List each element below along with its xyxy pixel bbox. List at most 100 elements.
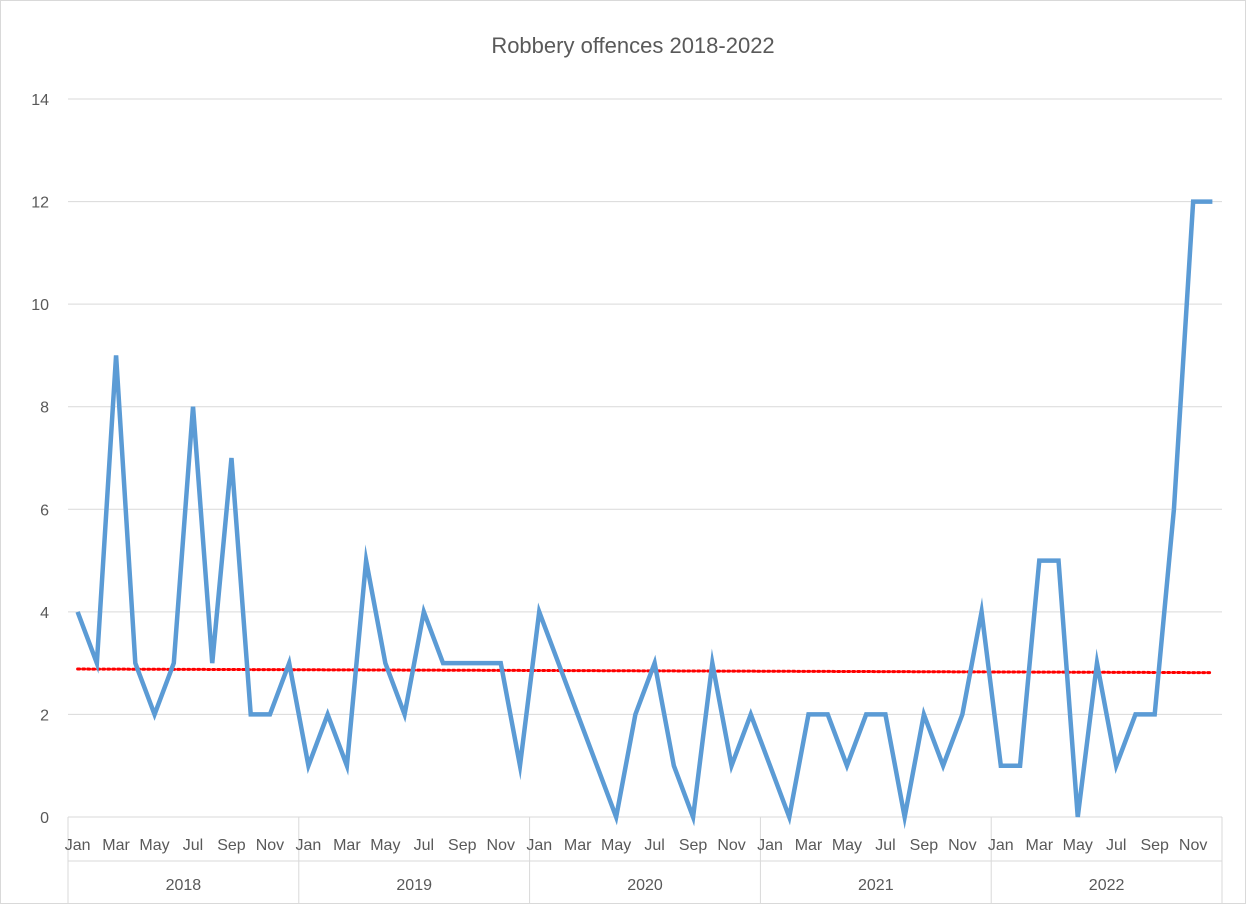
x-tick-label: May	[1063, 837, 1093, 854]
y-tick-label: 14	[31, 92, 49, 109]
y-tick-label: 8	[40, 400, 49, 417]
data-point	[76, 610, 80, 614]
data-point	[518, 764, 522, 768]
data-point	[210, 661, 214, 665]
y-tick-label: 10	[31, 297, 49, 314]
data-point	[710, 661, 714, 665]
x-tick-label: Mar	[1026, 837, 1054, 854]
x-tick-label: Mar	[564, 837, 592, 854]
data-point	[1076, 815, 1080, 819]
x-tick-label: Jul	[875, 837, 895, 854]
data-point	[1210, 200, 1214, 204]
x-tick-label: Nov	[1179, 837, 1207, 854]
trendline-group	[76, 667, 1214, 675]
data-point	[172, 661, 176, 665]
data-point	[480, 661, 484, 665]
data-point	[960, 712, 964, 716]
data-point	[345, 764, 349, 768]
x-tick-label: Jul	[414, 837, 434, 854]
trendline	[76, 667, 1214, 675]
y-axis-tick-labels: 0 2 4 6 8 10 12 14	[31, 92, 49, 827]
x-axis-month-labels: Jan Mar May Jul Sep Nov Jan Mar May Jul Sep Nov Jan M…	[65, 837, 1208, 854]
data-point	[826, 712, 830, 716]
category-axis	[67, 816, 1223, 904]
y-tick-label: 6	[40, 502, 49, 519]
x-tick-label: Jan	[296, 837, 322, 854]
x-tick-label: Nov	[948, 837, 976, 854]
data-point	[653, 661, 657, 665]
data-point	[364, 559, 368, 563]
data-point	[403, 712, 407, 716]
x-tick-label: May	[370, 837, 400, 854]
x-tick-label: Jul	[644, 837, 664, 854]
x-tick-label: Sep	[1140, 837, 1169, 854]
x-tick-label: Sep	[217, 837, 246, 854]
data-point	[787, 815, 791, 819]
data-point	[1153, 712, 1157, 716]
data-point	[1133, 712, 1137, 716]
x-tick-label: Nov	[717, 837, 745, 854]
x-tick-label: Sep	[910, 837, 939, 854]
data-point	[191, 405, 195, 409]
x-tick-label: Jan	[988, 837, 1014, 854]
data-point	[576, 712, 580, 716]
data-point	[922, 712, 926, 716]
data-point	[999, 764, 1003, 768]
data-point	[672, 764, 676, 768]
data-point	[441, 661, 445, 665]
gridlines	[68, 98, 1222, 715]
data-point	[114, 353, 118, 357]
y-tick-label: 12	[31, 195, 49, 212]
x-tick-label: Nov	[256, 837, 284, 854]
data-point	[383, 661, 387, 665]
x-axis-year-labels: 2018 2019 2020 2021 2022	[166, 877, 1125, 894]
data-point	[1095, 661, 1099, 665]
year-label: 2019	[396, 877, 432, 894]
data-point	[1037, 559, 1041, 563]
data-point	[499, 661, 503, 665]
x-tick-label: Jul	[183, 837, 203, 854]
data-point	[1114, 764, 1118, 768]
data-point	[268, 712, 272, 716]
y-tick-label: 0	[40, 810, 49, 827]
data-point	[980, 610, 984, 614]
data-point	[95, 661, 99, 665]
x-tick-label: Sep	[679, 837, 708, 854]
data-point	[691, 815, 695, 819]
x-tick-label: Jan	[526, 837, 552, 854]
year-label: 2018	[166, 877, 202, 894]
data-point	[903, 815, 907, 819]
series-line	[75, 199, 1213, 830]
x-tick-label: May	[832, 837, 862, 854]
year-label: 2021	[858, 877, 894, 894]
year-label: 2020	[627, 877, 663, 894]
x-tick-label: Jul	[1106, 837, 1126, 854]
data-point	[556, 661, 560, 665]
data-point	[249, 712, 253, 716]
year-label: 2022	[1089, 877, 1125, 894]
x-tick-label: May	[139, 837, 169, 854]
data-point	[326, 712, 330, 716]
data-point	[133, 661, 137, 665]
data-point	[422, 610, 426, 614]
series-group	[75, 199, 1214, 830]
x-tick-label: Jan	[757, 837, 783, 854]
data-point	[845, 764, 849, 768]
data-point	[730, 764, 734, 768]
data-point	[749, 712, 753, 716]
data-point	[883, 712, 887, 716]
data-point	[1191, 200, 1195, 204]
x-tick-label: Mar	[333, 837, 361, 854]
data-point	[460, 661, 464, 665]
data-point	[595, 764, 599, 768]
y-tick-label: 4	[40, 605, 49, 622]
x-tick-label: Jan	[65, 837, 91, 854]
data-point	[153, 712, 157, 716]
x-tick-label: Mar	[102, 837, 130, 854]
x-tick-label: Mar	[795, 837, 823, 854]
x-tick-label: May	[601, 837, 631, 854]
data-point	[229, 456, 233, 460]
data-point	[1057, 559, 1061, 563]
